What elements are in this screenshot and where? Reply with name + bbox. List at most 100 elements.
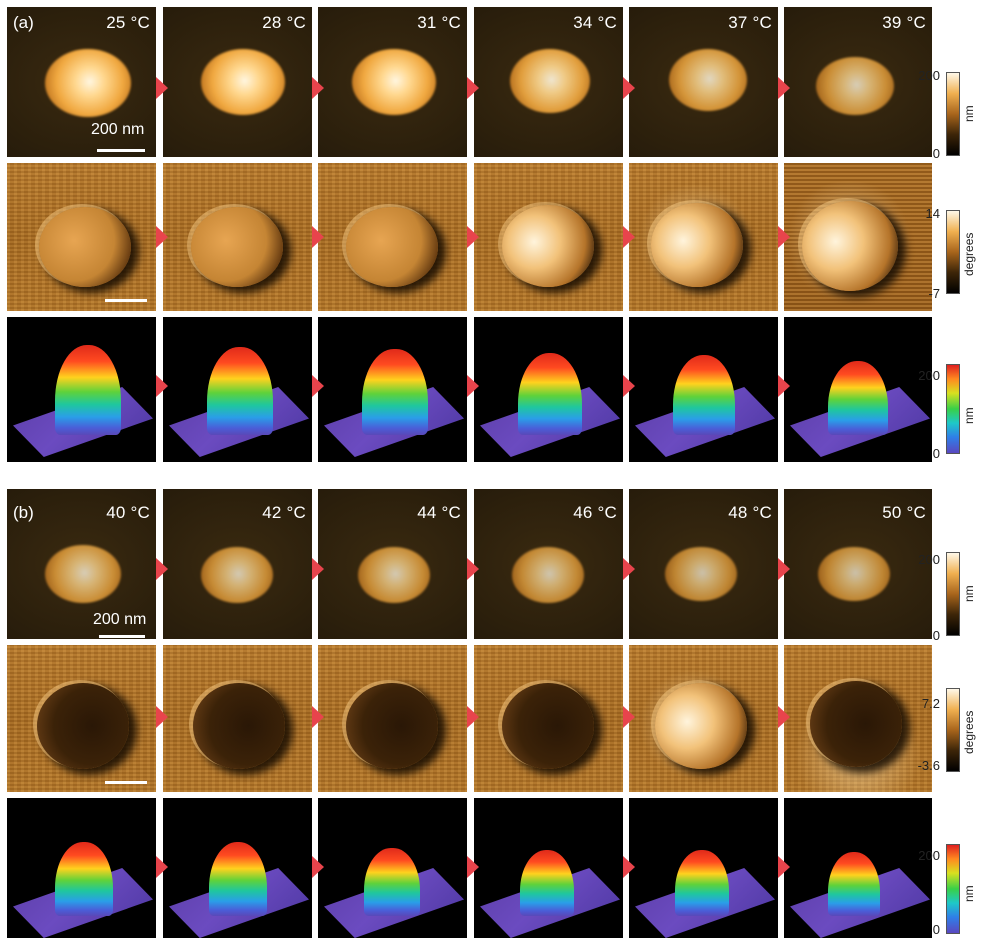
colorbar-min: 0: [932, 628, 940, 643]
three-d-image-28: [163, 317, 312, 462]
phase-particle: [502, 205, 594, 287]
arrow-icon: [312, 856, 324, 878]
nanoparticle-blob: [358, 547, 430, 603]
scale-bar: [105, 781, 147, 784]
height-peak: [55, 345, 121, 435]
nanoparticle-blob: [45, 545, 121, 603]
phase-particle: [651, 203, 743, 287]
arrow-icon: [778, 375, 790, 397]
arrow-icon: [312, 375, 324, 397]
height-image-34: 34 °C: [474, 7, 623, 157]
scale-bar: [105, 299, 147, 302]
height-peak: [362, 349, 428, 435]
nanoparticle-blob: [665, 547, 737, 601]
arrow-icon: [778, 558, 790, 580]
height-peak: [209, 842, 267, 916]
arrow-icon: [156, 77, 168, 99]
nanoparticle-blob: [818, 547, 890, 601]
phase-particle: [37, 683, 129, 769]
phase-particle: [39, 207, 131, 287]
phase-particle: [193, 683, 285, 769]
three-d-image-39: [784, 317, 932, 462]
temperature-label: 31 °C: [417, 13, 461, 32]
colorbar-unit: nm: [962, 885, 976, 902]
arrow-icon: [623, 77, 635, 99]
arrow-icon: [623, 706, 635, 728]
height-peak: [207, 347, 273, 435]
phase-image-25: [7, 163, 156, 311]
height-image-39: 39 °C: [784, 7, 932, 157]
height-image-37: 37 °C: [629, 7, 778, 157]
phase-colorbar: [946, 210, 960, 294]
colorbar-min: 0: [932, 922, 940, 937]
three-d-image-48: [629, 798, 778, 938]
height-peak: [675, 850, 729, 916]
three-d-colorbar: [946, 844, 960, 934]
height-image-31: 31 °C: [318, 7, 467, 157]
arrow-icon: [623, 558, 635, 580]
phase-image-42: [163, 645, 312, 792]
arrow-icon: [778, 226, 790, 248]
temperature-label: 39 °C: [882, 13, 926, 32]
three-d-image-44: [318, 798, 467, 938]
arrow-icon: [156, 226, 168, 248]
height-image-46: 46 °C: [474, 489, 623, 639]
height-colorbar: [946, 72, 960, 156]
colorbar-unit: nm: [962, 105, 976, 122]
arrow-icon: [778, 856, 790, 878]
phase-image-37: [629, 163, 778, 311]
arrow-icon: [312, 558, 324, 580]
nanoparticle-blob: [201, 49, 285, 115]
colorbar-max: 200: [918, 848, 940, 863]
phase-image-48: [629, 645, 778, 792]
phase-image-46: [474, 645, 623, 792]
height-image-40: (b) 40 °C 200 nm: [7, 489, 156, 639]
phase-image-34: [474, 163, 623, 311]
height-peak: [55, 842, 113, 916]
phase-image-44: [318, 645, 467, 792]
nanoparticle-blob: [669, 49, 747, 111]
nanoparticle-blob: [510, 49, 590, 113]
height-image-44: 44 °C: [318, 489, 467, 639]
arrow-icon: [778, 706, 790, 728]
arrow-icon: [623, 856, 635, 878]
panel-label-b: (b): [13, 503, 34, 522]
arrow-icon: [312, 706, 324, 728]
height-peak: [364, 848, 420, 916]
phase-image-28: [163, 163, 312, 311]
nanoparticle-blob: [512, 547, 584, 603]
phase-image-50: [784, 645, 932, 792]
phase-image-39: [784, 163, 932, 311]
panel-label-a: (a): [13, 13, 34, 32]
arrow-icon: [623, 375, 635, 397]
three-d-image-46: [474, 798, 623, 938]
phase-particle: [191, 207, 283, 287]
nanoparticle-blob: [45, 49, 131, 117]
arrow-icon: [156, 706, 168, 728]
phase-colorbar: [946, 688, 960, 772]
height-peak: [828, 852, 880, 916]
temperature-label: 40 °C: [106, 503, 150, 522]
three-d-image-25: [7, 317, 156, 462]
three-d-image-31: [318, 317, 467, 462]
temperature-label: 48 °C: [728, 503, 772, 522]
colorbar-unit: nm: [962, 585, 976, 602]
arrow-icon: [156, 558, 168, 580]
colorbar-min: 0: [932, 146, 940, 161]
colorbar-max: 200: [918, 68, 940, 83]
temperature-label: 28 °C: [262, 13, 306, 32]
temperature-label: 37 °C: [728, 13, 772, 32]
scale-bar: [99, 635, 145, 638]
temperature-label: 44 °C: [417, 503, 461, 522]
phase-particle: [810, 681, 902, 767]
height-colorbar: [946, 552, 960, 636]
arrow-icon: [467, 706, 479, 728]
colorbar-unit: nm: [962, 407, 976, 424]
nanoparticle-blob: [352, 49, 436, 115]
arrow-icon: [467, 558, 479, 580]
panel-a: (a) 25 °C 200 nm 28 °C 31 °C 34 °C 37 °C…: [0, 0, 982, 466]
three-d-colorbar: [946, 364, 960, 454]
three-d-image-50: [784, 798, 932, 938]
height-peak: [518, 353, 582, 435]
height-image-50: 50 °C: [784, 489, 932, 639]
